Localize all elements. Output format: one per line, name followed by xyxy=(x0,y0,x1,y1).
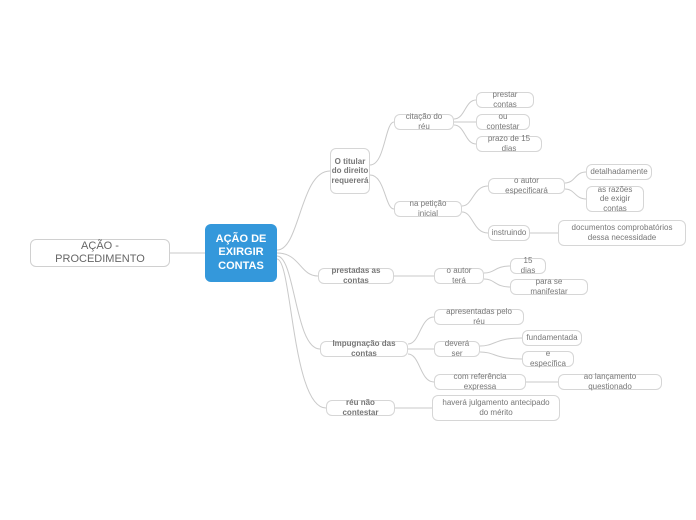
node-b3a-label: apresentadas pelo réu xyxy=(443,307,515,326)
node-b3b[interactable]: deverá ser xyxy=(434,341,480,357)
node-b1a1[interactable]: prestar contas xyxy=(476,92,534,108)
node-b1a3-label: prazo de 15 dias xyxy=(485,134,533,153)
node-b3-label: Impugnação das contas xyxy=(329,339,399,358)
node-root[interactable]: AÇÃO - PROCEDIMENTO xyxy=(30,239,170,267)
node-b1b1b-label: as razões de exigir contas xyxy=(595,185,635,214)
node-b3c1[interactable]: ao lançamento questionado xyxy=(558,374,662,390)
node-b4[interactable]: réu não contestar xyxy=(326,400,395,416)
node-b1b1a-label: detalhadamente xyxy=(590,167,647,177)
node-b3b2-label: e específica xyxy=(530,349,566,368)
node-b3b1-label: fundamentada xyxy=(526,333,577,343)
node-b3[interactable]: Impugnação das contas xyxy=(320,341,408,357)
node-b1a2-label: ou contestar xyxy=(485,112,521,131)
node-b3b2[interactable]: e específica xyxy=(522,351,574,367)
node-b2a2-label: para se manifestar xyxy=(519,277,579,296)
node-b1[interactable]: O titular do direito requererá xyxy=(330,148,370,194)
node-b1b1[interactable]: o autor especificará xyxy=(488,178,565,194)
node-b1-label: O titular do direito requererá xyxy=(332,157,369,186)
node-b4-label: réu não contestar xyxy=(335,398,386,417)
node-b1a3[interactable]: prazo de 15 dias xyxy=(476,136,542,152)
node-b2a2[interactable]: para se manifestar xyxy=(510,279,588,295)
node-b1b1b[interactable]: as razões de exigir contas xyxy=(586,186,644,212)
node-b1b2a[interactable]: documentos comprobatórios dessa necessid… xyxy=(558,220,686,246)
node-b1a[interactable]: citação do réu xyxy=(394,114,454,130)
node-b3c-label: com referência expressa xyxy=(443,372,517,391)
node-b4a-label: haverá julgamento antecipado do mérito xyxy=(441,398,551,417)
node-b1a1-label: prestar contas xyxy=(485,90,525,109)
node-b1b1a[interactable]: detalhadamente xyxy=(586,164,652,180)
node-b1b1-label: o autor especificará xyxy=(497,176,556,195)
node-b3b1[interactable]: fundamentada xyxy=(522,330,582,346)
node-b2-label: prestadas as contas xyxy=(327,266,385,285)
node-b3c1-label: ao lançamento questionado xyxy=(567,372,653,391)
node-b1b[interactable]: na petição inicial xyxy=(394,201,462,217)
node-b4a[interactable]: haverá julgamento antecipado do mérito xyxy=(432,395,560,421)
node-b2a-label: o autor terá xyxy=(443,266,475,285)
node-primary[interactable]: AÇÃO DE EXIRGIR CONTAS xyxy=(205,224,277,282)
node-b3a[interactable]: apresentadas pelo réu xyxy=(434,309,524,325)
node-b2[interactable]: prestadas as contas xyxy=(318,268,394,284)
node-b1a-label: citação do réu xyxy=(403,112,445,131)
node-b3b-label: deverá ser xyxy=(443,339,471,358)
node-b2a[interactable]: o autor terá xyxy=(434,268,484,284)
node-b2a1[interactable]: 15 dias xyxy=(510,258,546,274)
node-primary-label: AÇÃO DE EXIRGIR CONTAS xyxy=(213,233,269,273)
node-b3c[interactable]: com referência expressa xyxy=(434,374,526,390)
node-root-label: AÇÃO - PROCEDIMENTO xyxy=(39,240,161,266)
node-b1b2-label: instruindo xyxy=(492,228,527,238)
node-b1b-label: na petição inicial xyxy=(403,199,453,218)
node-b1a2[interactable]: ou contestar xyxy=(476,114,530,130)
node-b2a1-label: 15 dias xyxy=(519,256,537,275)
node-b1b2[interactable]: instruindo xyxy=(488,225,530,241)
node-b1b2a-label: documentos comprobatórios dessa necessid… xyxy=(567,223,677,242)
